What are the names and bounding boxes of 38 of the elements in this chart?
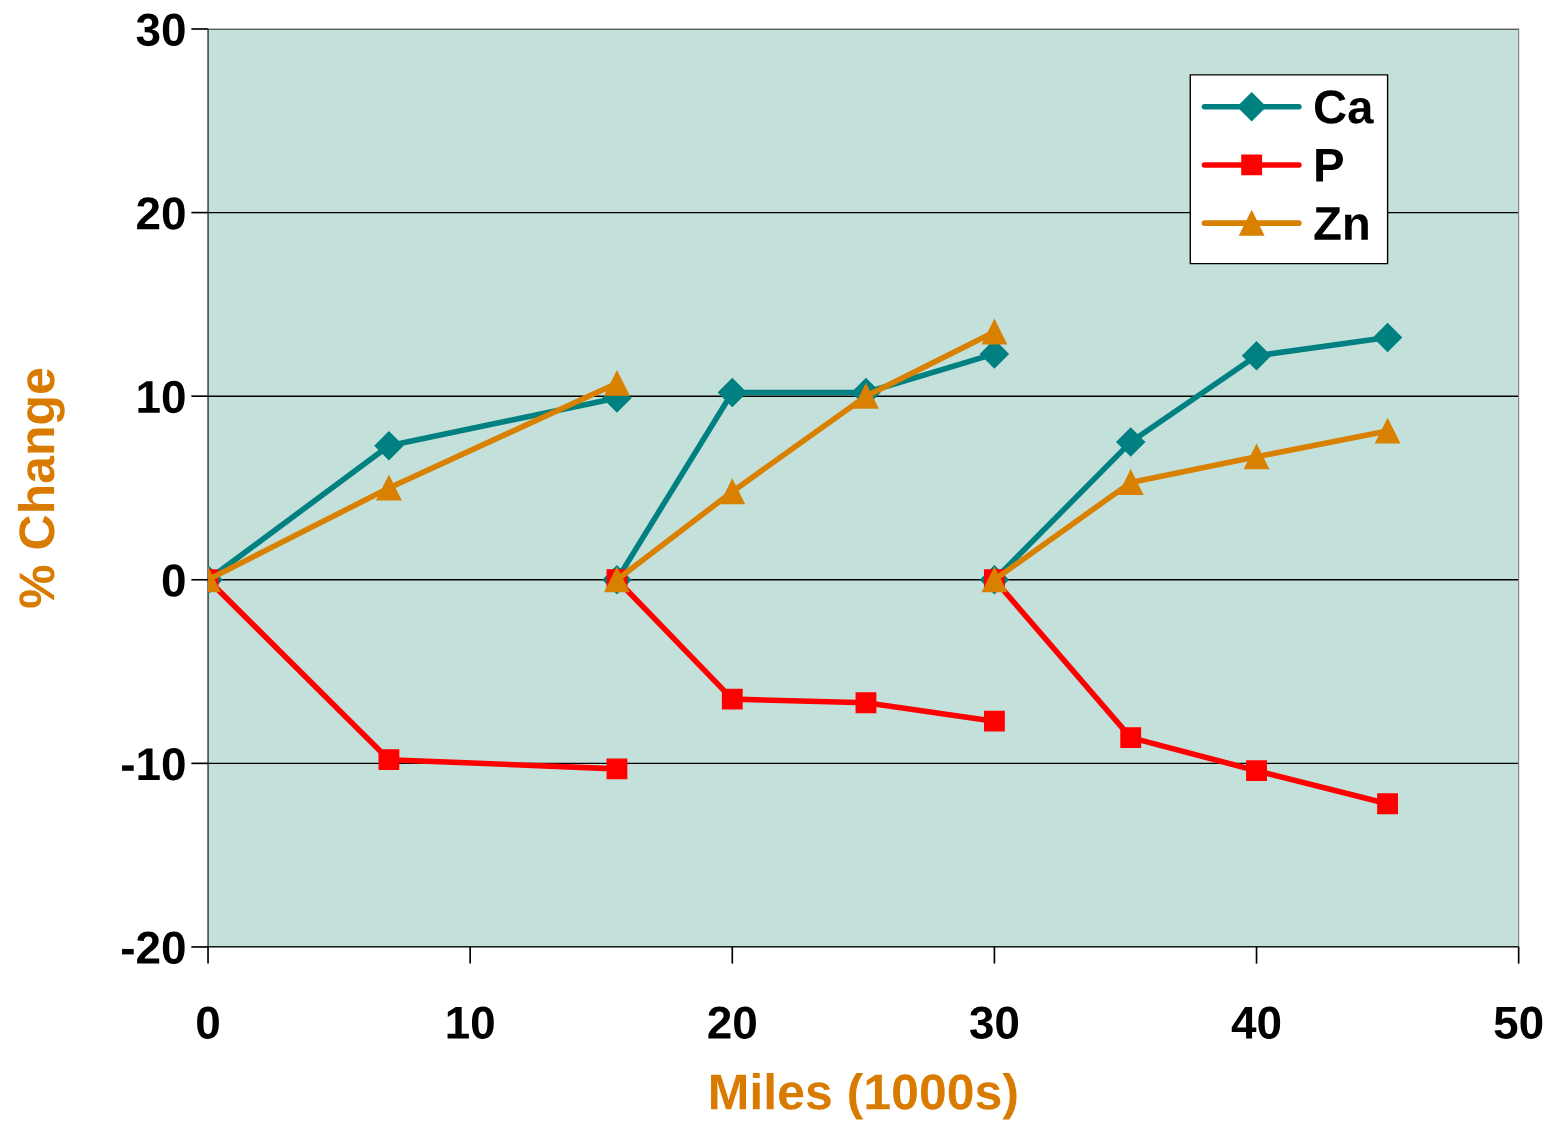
point: [721, 688, 743, 710]
x-tick-label: 50: [1494, 1006, 1543, 1039]
point: [374, 431, 404, 461]
point: [1242, 341, 1271, 371]
y-tick-label: -10: [122, 747, 185, 781]
point: [983, 710, 1005, 732]
point: [719, 479, 745, 505]
point: [1244, 444, 1270, 470]
x-axis-title: Miles (1000s): [711, 1073, 1017, 1120]
point: [1246, 760, 1267, 782]
point: [1118, 469, 1144, 495]
point: [378, 749, 400, 771]
point: [1377, 793, 1399, 815]
y-tick-label: 0: [162, 564, 185, 597]
x-tick-label: 40: [1231, 1006, 1281, 1039]
y-tick-label: -20: [122, 931, 185, 964]
point: [1373, 322, 1403, 352]
y-axis-title: % Change: [17, 368, 65, 608]
point: [604, 370, 630, 396]
point: [855, 692, 877, 714]
y-tick-label: 30: [136, 13, 185, 47]
point: [606, 758, 628, 780]
point: [376, 475, 402, 501]
legend-label: P: [1316, 148, 1343, 182]
x-tick-label: 30: [969, 1006, 1019, 1040]
x-tick-label: 0: [197, 1006, 219, 1039]
x-tick-label: 20: [708, 1006, 756, 1039]
point: [1120, 727, 1142, 749]
y-tick-label: 10: [138, 380, 185, 414]
x-tick-label: 10: [447, 1006, 494, 1039]
point: [717, 378, 747, 407]
point: [853, 383, 879, 409]
y-tick-label: 20: [137, 197, 185, 230]
point: [981, 319, 1007, 345]
point: [1116, 427, 1146, 457]
legend-label: Zn: [1314, 207, 1368, 240]
legend-label: Ca: [1315, 90, 1374, 124]
point: [1375, 418, 1401, 444]
